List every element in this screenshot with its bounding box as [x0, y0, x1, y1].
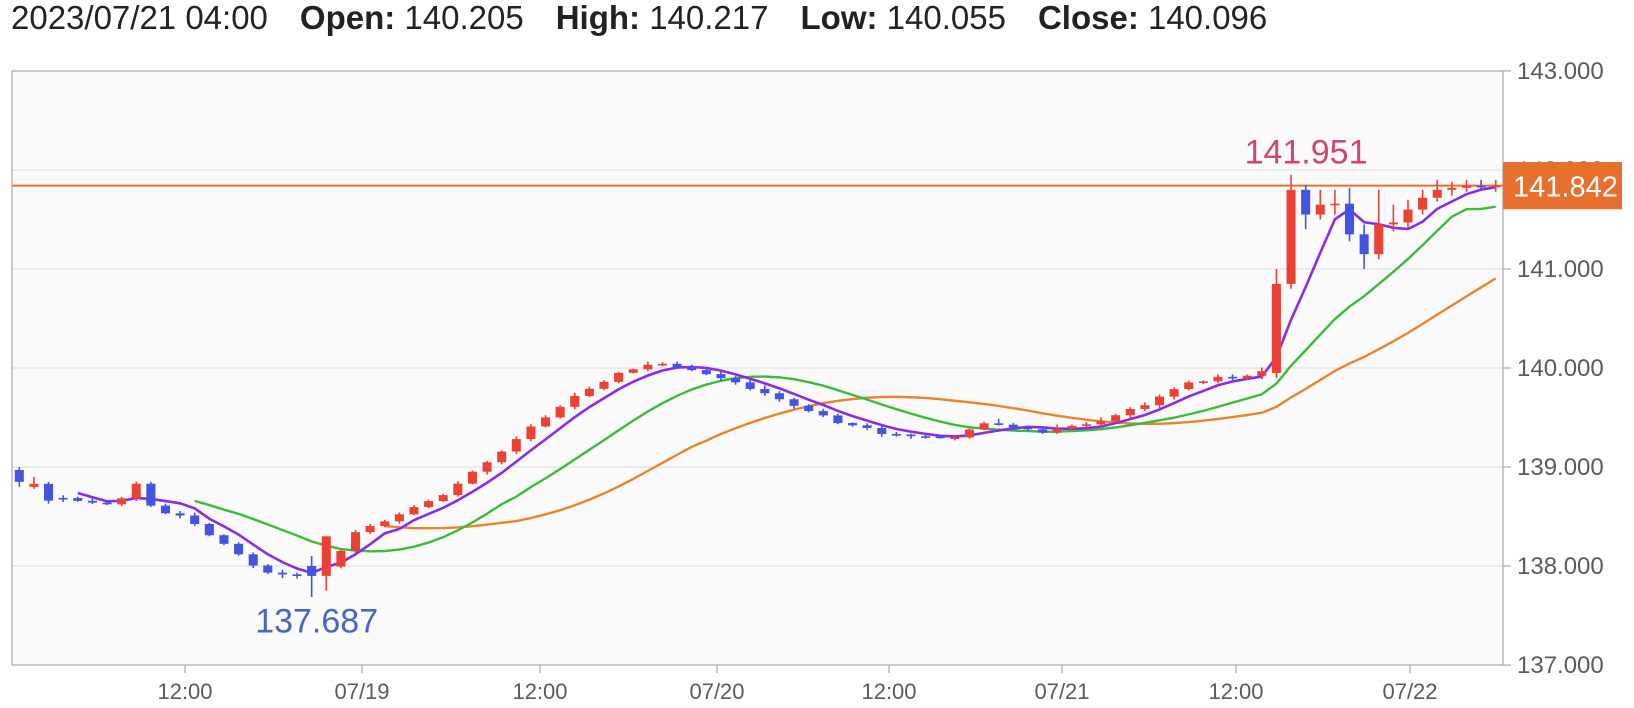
svg-text:139.000: 139.000 — [1517, 454, 1604, 481]
svg-text:07/19: 07/19 — [334, 679, 389, 704]
svg-text:137.687: 137.687 — [255, 603, 378, 641]
svg-text:12:00: 12:00 — [512, 679, 567, 704]
svg-text:141.951: 141.951 — [1245, 134, 1368, 172]
svg-text:07/20: 07/20 — [689, 679, 744, 704]
svg-text:07/21: 07/21 — [1034, 679, 1089, 704]
svg-text:137.000: 137.000 — [1517, 652, 1604, 679]
svg-text:07/22: 07/22 — [1382, 679, 1437, 704]
svg-text:138.000: 138.000 — [1517, 553, 1604, 580]
svg-text:12:00: 12:00 — [157, 679, 212, 704]
svg-text:140.000: 140.000 — [1517, 355, 1604, 382]
svg-text:143.000: 143.000 — [1517, 58, 1604, 85]
svg-text:141.842: 141.842 — [1513, 172, 1618, 204]
svg-text:141.000: 141.000 — [1517, 256, 1604, 283]
svg-text:12:00: 12:00 — [861, 679, 916, 704]
svg-text:12:00: 12:00 — [1208, 679, 1263, 704]
